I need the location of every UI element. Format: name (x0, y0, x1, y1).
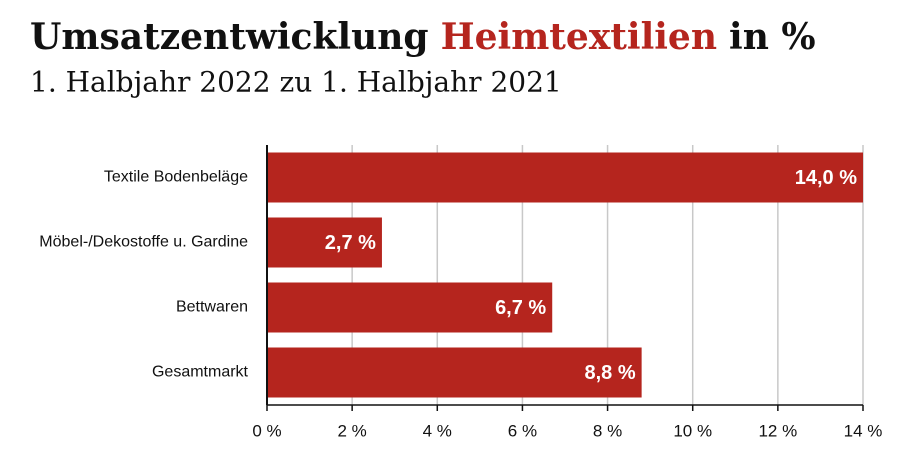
bar (267, 347, 642, 398)
x-tick-label: 2 % (337, 421, 366, 440)
x-tick-label: 8 % (593, 421, 622, 440)
x-tick-label: 0 % (252, 421, 281, 440)
y-tick-label: Textile Bodenbeläge (104, 169, 248, 186)
bar (267, 217, 382, 268)
title-part: Umsatzentwicklung (30, 16, 429, 58)
chart-title: Umsatzentwicklung Heimtextilien in % (30, 16, 816, 58)
value-label: 2,7 % (325, 232, 376, 254)
y-tick-label: Bettwaren (176, 299, 248, 316)
bar (267, 152, 863, 203)
chart-subtitle: 1. Halbjahr 2022 zu 1. Halbjahr 2021 (30, 66, 562, 99)
y-tick-label: Gesamtmarkt (152, 364, 249, 381)
x-tick-label: 12 % (758, 421, 797, 440)
x-tick-label: 14 % (844, 421, 883, 440)
title-part: Heimtextilien (441, 16, 717, 58)
value-label: 14,0 % (795, 167, 857, 189)
x-tick-label: 10 % (673, 421, 712, 440)
value-label: 8,8 % (584, 362, 635, 384)
title-part: in % (729, 16, 816, 58)
x-tick-label: 4 % (423, 421, 452, 440)
x-tick-label: 6 % (508, 421, 537, 440)
value-label: 6,7 % (495, 297, 546, 319)
y-tick-label: Möbel-/Dekostoffe u. Gardine (39, 234, 248, 251)
bar (267, 282, 553, 333)
